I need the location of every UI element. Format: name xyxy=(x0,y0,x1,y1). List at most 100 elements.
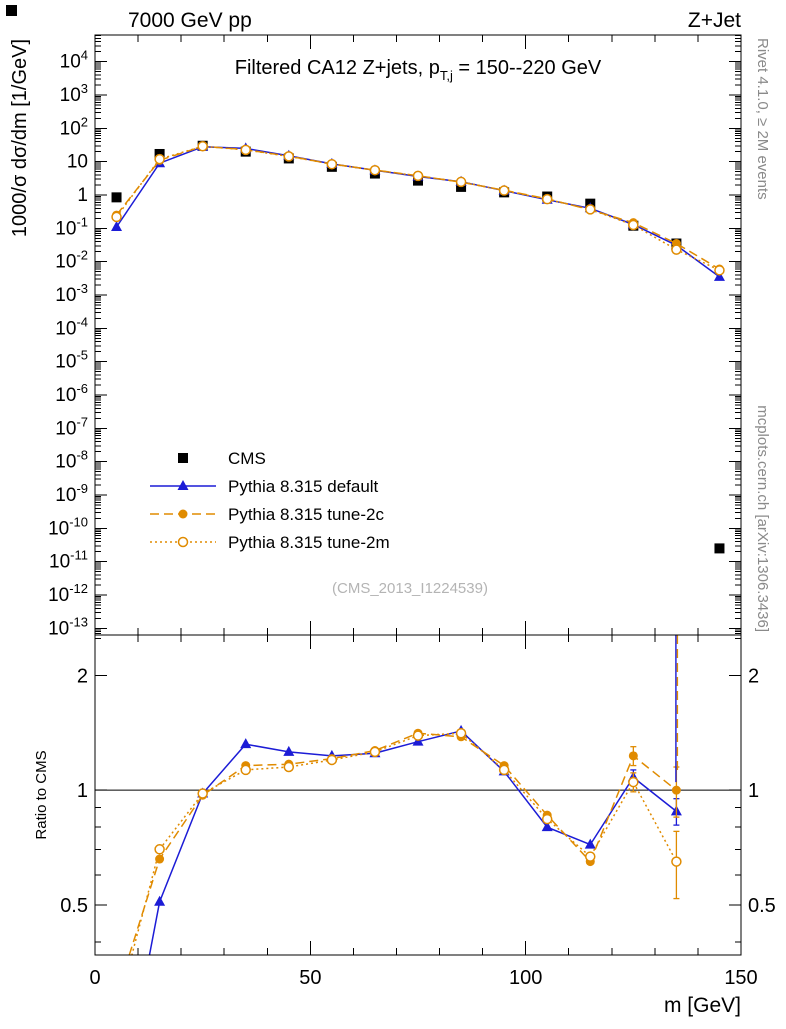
main-y-tick-label: 10-3 xyxy=(55,281,88,306)
ratio-y-tick-label-left: 0.5 xyxy=(60,895,88,917)
data-marker-circle-open xyxy=(326,158,338,170)
main-y-tick-label: 103 xyxy=(60,81,88,106)
data-marker-circle-open xyxy=(498,185,510,196)
x-tick-label: 150 xyxy=(724,967,757,989)
main-y-tick-label: 10-11 xyxy=(49,548,88,573)
ratio-y-axis-title: Ratio to CMS xyxy=(33,750,50,839)
data-marker-circle-open xyxy=(197,788,208,799)
legend-item-3: Pythia 8.315 tune-2m xyxy=(150,533,390,552)
main-series-3 xyxy=(111,141,725,276)
data-marker-circle-open xyxy=(498,764,510,776)
data-marker-circle-open xyxy=(283,761,295,773)
ratio-y-tick-label-right: 1 xyxy=(748,780,759,802)
main-series-2 xyxy=(112,141,724,274)
mcplots-reference-label: mcplots.cern.ch [arXiv:1306.3436] xyxy=(754,405,771,632)
data-marker-triangle xyxy=(283,745,295,756)
legend-label: Pythia 8.315 default xyxy=(228,477,379,496)
data-marker-square xyxy=(178,453,188,463)
ratio-series-2 xyxy=(112,727,682,1018)
ratio-y-tick-label-right: 2 xyxy=(748,665,759,687)
main-y-tick-label: 10-10 xyxy=(48,514,88,539)
main-y-tick-label: 10-4 xyxy=(55,314,88,339)
data-marker-circle-open xyxy=(412,730,424,741)
data-marker-circle-open xyxy=(455,727,467,739)
data-marker-triangle xyxy=(713,270,725,281)
ratio-y-tick-label-right: 0.5 xyxy=(748,895,776,917)
data-marker-circle-open xyxy=(628,776,639,788)
main-series-0 xyxy=(111,140,725,554)
ratio-series-0 xyxy=(148,724,682,955)
legend-item-1: Pythia 8.315 default xyxy=(150,477,379,496)
data-marker-circle-open xyxy=(585,851,596,862)
ratio-y-tick-label-left: 1 xyxy=(77,780,88,802)
main-y-tick-label: 10-13 xyxy=(48,614,88,639)
corner-marker xyxy=(6,5,17,16)
x-tick-label: 50 xyxy=(299,967,321,989)
main-y-tick-label: 10-9 xyxy=(55,481,88,506)
data-marker-triangle xyxy=(154,895,166,906)
main-y-tick-label: 1 xyxy=(77,185,88,206)
main-y-tick-label: 10-1 xyxy=(55,214,88,239)
rivet-version-label: Rivet 4.1.0, ≥ 2M events xyxy=(754,38,771,200)
main-y-tick-label: 10-2 xyxy=(55,248,88,273)
data-marker-circle-open xyxy=(326,754,338,766)
plot-title-prefix: Filtered CA12 Z+jets, p xyxy=(235,57,440,79)
data-marker-circle-open xyxy=(585,204,596,215)
data-marker-circle-filled xyxy=(178,509,188,519)
main-panel-frame xyxy=(94,34,742,636)
data-marker-circle-open xyxy=(154,153,165,165)
main-series-1 xyxy=(111,140,725,281)
ratio-panel-frame xyxy=(94,634,742,956)
data-marker-circle-open xyxy=(455,176,467,188)
tick-labels: 10410310210110-110-210-310-410-510-610-7… xyxy=(48,48,776,989)
data-marker-circle-open xyxy=(154,844,165,855)
legend-label: CMS xyxy=(228,449,266,468)
series-line xyxy=(148,730,677,955)
data-marker-circle-open xyxy=(369,746,381,758)
main-y-axis-title: 1000/σ dσ/dm [1/GeV] xyxy=(9,39,31,237)
main-y-tick-label: 102 xyxy=(60,114,88,139)
data-marker-circle-open xyxy=(240,764,251,776)
axes-and-ticks xyxy=(94,34,742,956)
legend: CMS Pythia 8.315 default Pythia 8.315 tune… xyxy=(150,449,390,552)
x-tick-label: 100 xyxy=(509,967,542,989)
series-line xyxy=(115,145,720,271)
data-marker-circle-open xyxy=(714,265,725,276)
ratio-panel-content xyxy=(95,635,741,1018)
analysis-watermark: (CMS_2013_I1224539) xyxy=(332,580,488,597)
data-marker-circle-open xyxy=(197,141,208,152)
data-marker-triangle xyxy=(111,220,123,231)
main-y-tick-label: 10 xyxy=(67,152,88,173)
plot-title: Filtered CA12 Z+jets, pT,j = 150--220 Ge… xyxy=(235,57,602,83)
series-line xyxy=(115,146,720,278)
data-marker-square xyxy=(111,192,122,203)
data-marker-triangle xyxy=(541,821,553,832)
data-marker-circle-open xyxy=(369,164,381,176)
data-marker-circle-filled xyxy=(628,751,638,761)
main-y-tick-label: 104 xyxy=(60,48,88,73)
series-line xyxy=(128,732,677,955)
data-marker-circle-filled xyxy=(671,785,681,795)
data-marker-circle-open xyxy=(283,151,295,162)
data-marker-circle-open xyxy=(671,856,682,867)
data-marker-circle-open xyxy=(112,1009,121,1018)
plot-title-suffix: = 150--220 GeV xyxy=(453,57,602,79)
header-beam-energy: 7000 GeV pp xyxy=(128,9,252,32)
data-marker-circle-open xyxy=(541,193,553,205)
main-y-tick-label: 10-12 xyxy=(48,581,88,606)
data-marker-circle-open xyxy=(541,813,553,825)
data-marker-circle-open xyxy=(671,244,682,255)
legend-item-0: CMS xyxy=(178,449,266,468)
main-y-tick-label: 10-8 xyxy=(55,448,88,473)
legend-label: Pythia 8.315 tune-2m xyxy=(228,533,390,552)
data-marker-circle-open xyxy=(177,536,189,548)
main-y-tick-label: 10-7 xyxy=(55,414,88,439)
header-process: Z+Jet xyxy=(688,9,741,32)
data-marker-triangle xyxy=(177,480,189,490)
main-panel-content xyxy=(111,140,725,554)
data-marker-circle-open xyxy=(412,170,424,182)
series-line xyxy=(131,732,678,955)
data-marker-circle-open xyxy=(240,144,251,156)
